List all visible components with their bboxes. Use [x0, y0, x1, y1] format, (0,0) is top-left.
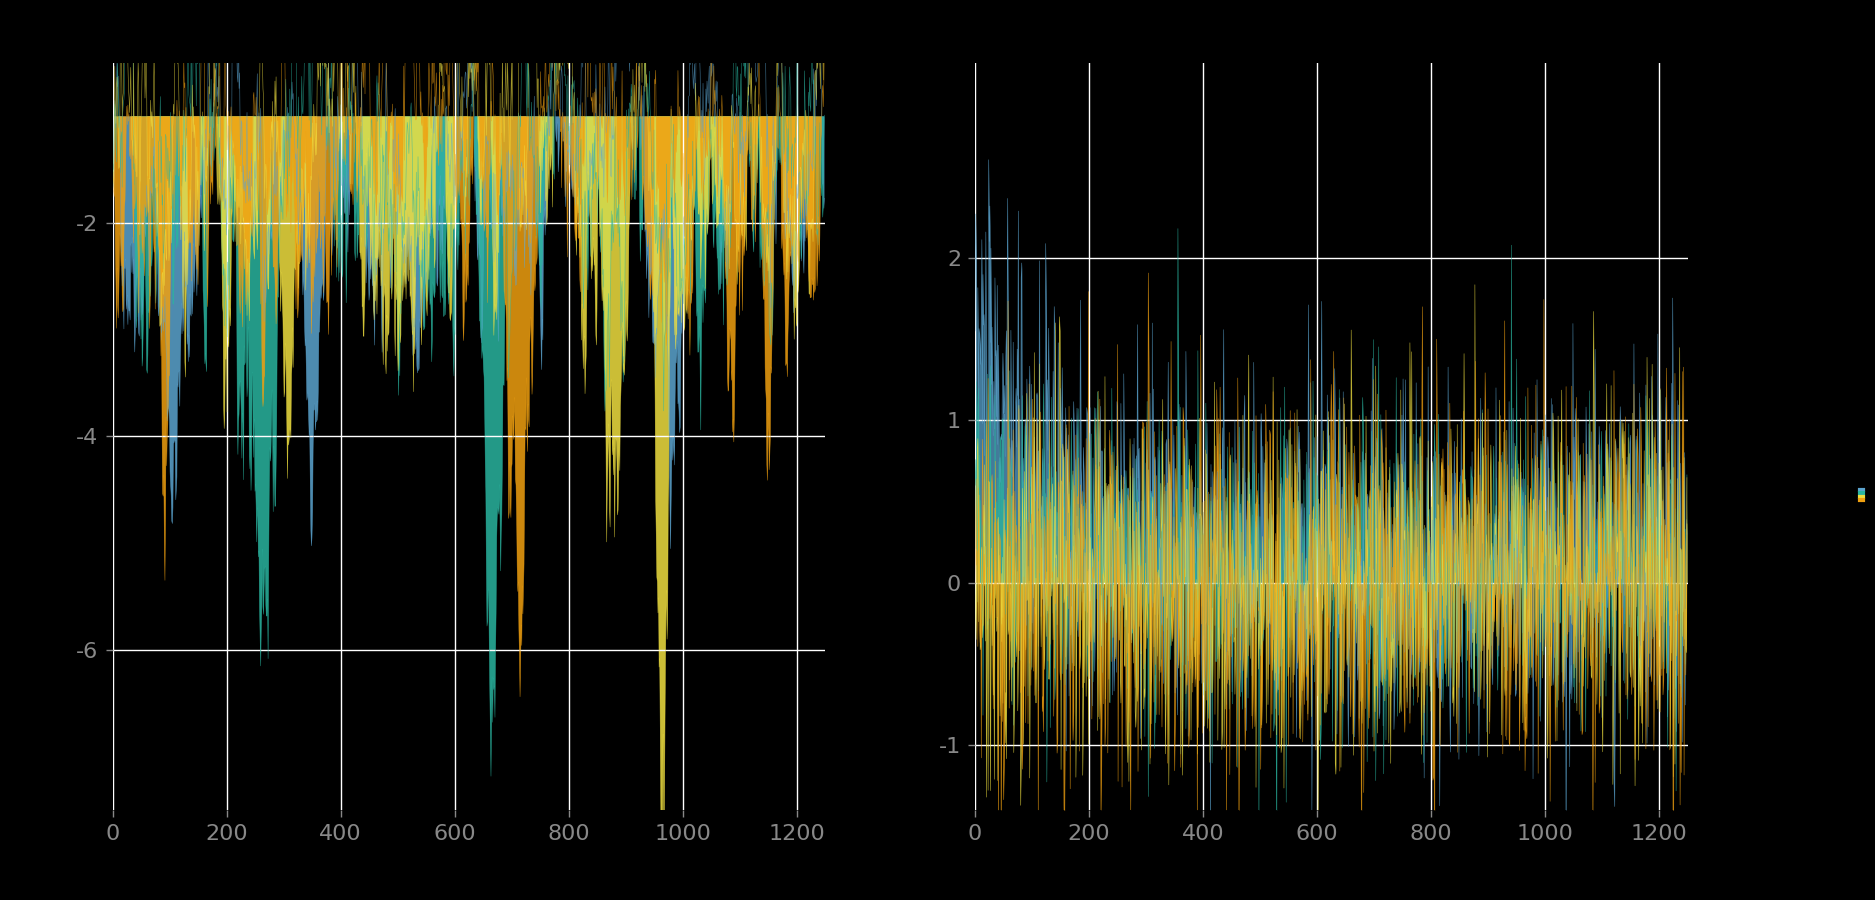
- Legend: , , , : , , ,: [1858, 489, 1866, 501]
